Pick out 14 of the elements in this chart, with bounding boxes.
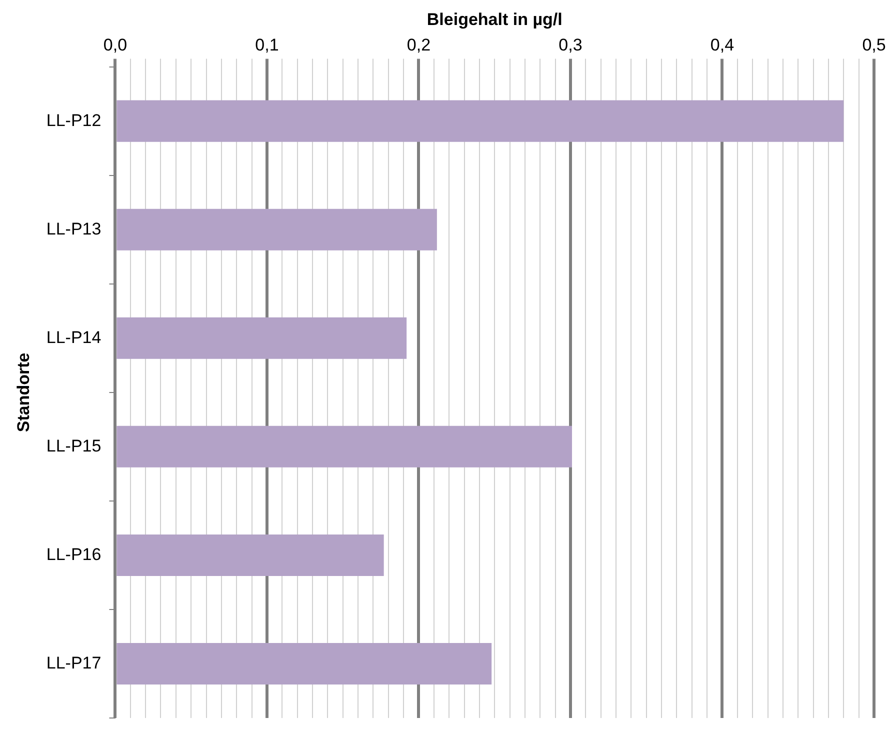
- y-tick-label: LL-P14: [46, 328, 102, 347]
- y-tick-label: LL-P16: [46, 544, 102, 564]
- y-tick-label: LL-P12: [46, 110, 102, 130]
- x-tick-label: 0,3: [558, 35, 582, 54]
- y-tick-label: LL-P15: [46, 436, 102, 456]
- x-axis-title: Bleigehalt in µg/l: [426, 10, 562, 29]
- x-tick-label: 0,1: [255, 35, 279, 54]
- y-tick-label: LL-P17: [46, 653, 102, 672]
- y-tick-label: LL-P13: [46, 219, 102, 238]
- x-tick-label: 0,5: [862, 35, 886, 54]
- x-tick-label: 0,0: [103, 35, 128, 54]
- x-tick-label: 0,2: [406, 35, 431, 54]
- x-tick-label: 0,4: [710, 35, 734, 54]
- y-axis-title: Standorte: [14, 352, 33, 432]
